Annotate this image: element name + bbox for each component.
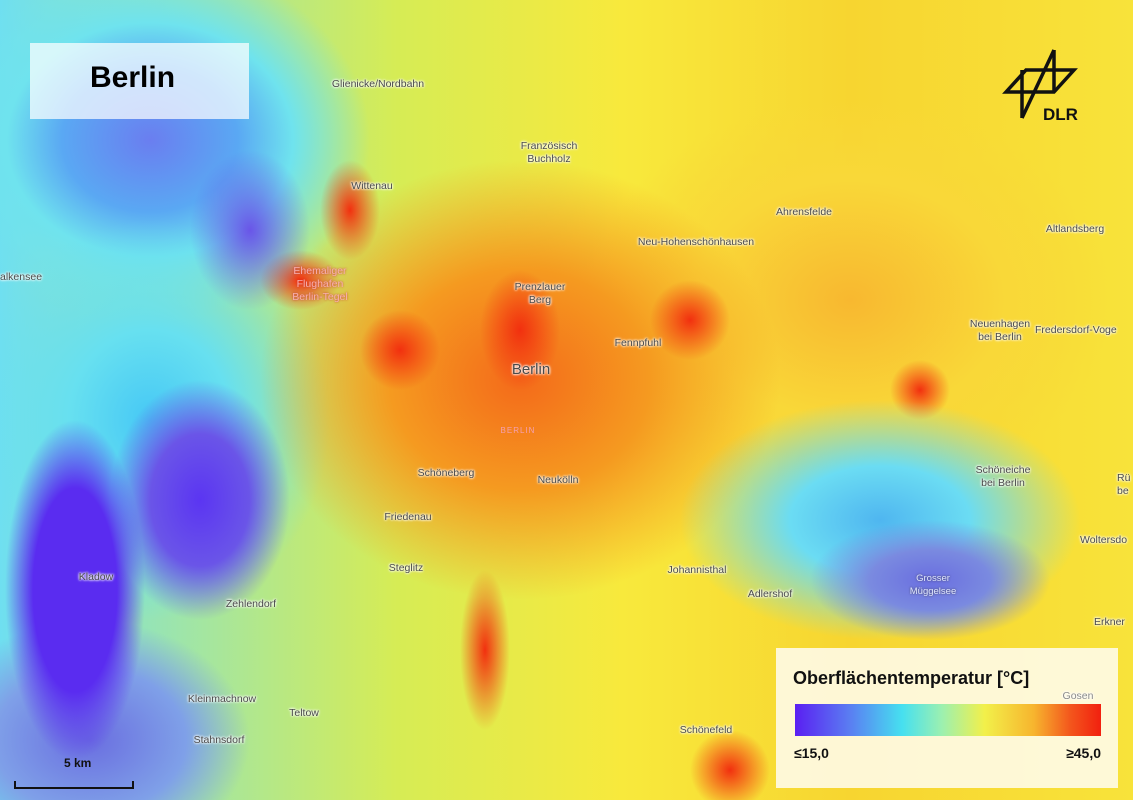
place-label: alkensee — [0, 271, 43, 283]
scale-label: 5 km — [64, 756, 92, 770]
legend-min-label: ≤15,0 — [794, 745, 829, 761]
place-label-line: Flughafen — [296, 278, 344, 290]
place-label: Kladow — [78, 571, 114, 583]
district-label: BERLIN — [500, 426, 536, 435]
legend-title: Oberflächentemperatur [°C] — [793, 668, 1030, 688]
scale-bar: 5 km — [14, 756, 136, 789]
place-label: Johannisthal — [667, 564, 727, 576]
place-label-line: Buchholz — [527, 153, 571, 165]
place-label: Kleinmachnow — [187, 693, 257, 705]
place-label: Prenzlauer Berg — [515, 281, 566, 307]
place-label-line: Schöneiche — [975, 464, 1031, 476]
place-label-line: Neuenhagen — [969, 318, 1031, 330]
legend-color-bar — [795, 704, 1101, 736]
place-label-line: be — [1117, 485, 1129, 497]
place-label: Ahrensfelde — [775, 206, 833, 218]
place-label: Altlandsberg — [1045, 223, 1105, 235]
place-label: Ehemaliger Flughafen Berlin-Tegel — [292, 265, 347, 304]
place-label: Erkner — [1094, 616, 1125, 628]
place-label: Woltersdo — [1080, 534, 1128, 546]
scale-bar-line — [14, 781, 134, 789]
place-label: Französisch Buchholz — [521, 140, 578, 166]
place-label-line: Grosser — [916, 573, 950, 584]
place-label-line: Rü — [1117, 472, 1131, 484]
dlr-logo-icon — [1002, 49, 1078, 119]
place-label: Fredersdorf-Voge — [1035, 324, 1117, 336]
place-label-line: Berlin-Tegel — [292, 291, 348, 303]
place-label: Schöneiche bei Berlin — [976, 464, 1031, 490]
place-label-line: Müggelsee — [909, 586, 957, 597]
map-title: Berlin — [90, 61, 176, 94]
lake-label: Grosser Müggelsee — [910, 572, 956, 598]
place-label: Wittenau — [351, 180, 393, 192]
place-label: Friedenau — [384, 511, 432, 523]
place-label-line: Ehemaliger — [293, 265, 347, 277]
place-label: Adlershof — [747, 588, 793, 600]
place-label-line: Französisch — [520, 140, 578, 152]
logo-text: DLR — [1043, 105, 1078, 124]
place-label: Neu-Hohenschönhausen — [637, 236, 755, 248]
place-label: Zehlendorf — [225, 598, 277, 610]
legend-max-label: ≥45,0 — [1066, 745, 1101, 761]
title-box: Berlin — [30, 43, 249, 119]
place-label: Teltow — [289, 707, 319, 719]
place-label: Schöneberg — [417, 467, 475, 479]
city-label: Berlin — [511, 361, 551, 378]
place-label: Fennpfuhl — [614, 337, 662, 349]
place-label: Neuenhagen bei Berlin — [970, 318, 1030, 344]
place-label: Neukölln — [537, 474, 579, 486]
place-label: Steglitz — [388, 562, 424, 574]
legend: Oberflächentemperatur [°C] ≤15,0 ≥45,0 — [776, 648, 1118, 788]
place-label-line: Berg — [528, 294, 552, 306]
place-label-line: bei Berlin — [981, 477, 1025, 489]
place-label-line: bei Berlin — [978, 331, 1022, 343]
place-label: Glienicke/Nordbahn — [331, 78, 425, 90]
place-label: Stahnsdorf — [193, 734, 245, 746]
place-label: Schönefeld — [679, 724, 733, 736]
place-label: Gosen — [1062, 690, 1094, 702]
place-label-line: Prenzlauer — [514, 281, 566, 293]
place-label: Rü be — [1117, 472, 1130, 498]
